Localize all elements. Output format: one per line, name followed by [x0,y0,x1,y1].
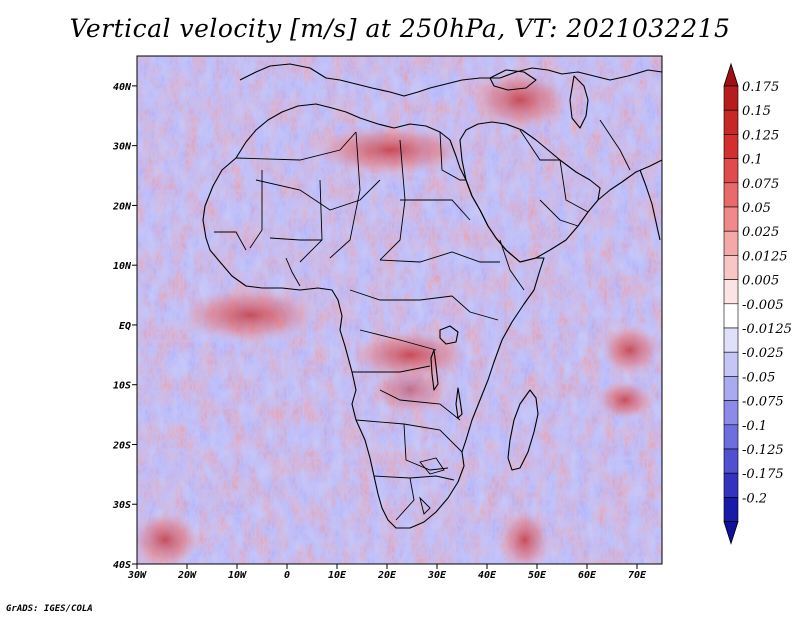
colorbar-swatch [723,327,739,353]
colorbar-swatch [723,400,739,426]
colorbar-swatch [723,376,739,401]
colorbar-label: 0.005 [742,274,779,289]
colorbar-swatch [723,85,739,111]
colorbar: 0.175 0.15 0.125 0.1 0.075 0.05 0.025 0.0125 0.0… [723,62,792,545]
colorbar-swatch [723,279,739,305]
lon-tick-label: 70E [628,570,647,581]
caspian [569,75,589,129]
colorbar-swatch [723,448,739,474]
map-title: Vertical velocity [m/s] at 250hPa, VT: 2… [69,14,731,43]
iran-coast [597,159,662,201]
colorbar-label: 0.05 [742,201,771,216]
colorbar-label: -0.005 [742,298,784,313]
colorbar-label: 0.175 [742,80,779,95]
colorbar-swatch [723,303,739,329]
lat-tick-label: 10S [113,381,131,392]
europe-south [239,63,662,97]
latitude-axis: 40N 30N 20N 10N EQ 10S 20S 30S 40S [112,82,137,571]
lon-tick-label: 20W [177,570,197,581]
colorbar-swatch [723,182,739,208]
colorbar-label: -0.075 [742,395,784,410]
colorbar-label: -0.125 [742,443,784,458]
colorbar-lower-arrow [723,521,739,545]
lat-tick-label: 40S [113,560,131,571]
coastlines [202,63,662,529]
lon-tick-label: 40E [478,570,497,581]
black-sea [489,69,537,91]
country-borders [214,119,631,521]
lon-tick-label: 30E [427,570,447,581]
lat-tick-label: 20N [112,201,132,212]
colorbar-label: -0.175 [742,467,784,482]
colorbar-swatch [723,134,739,159]
colorbar-swatch [723,158,739,184]
plot-frame [136,55,663,565]
colorbar-label: -0.05 [742,370,775,385]
lake-victoria [439,325,459,345]
colorbar-label: 0.125 [742,128,779,143]
lat-tick-label: 20S [112,440,131,451]
lon-tick-label: 0 [284,570,290,581]
velocity-field [137,56,662,564]
colorbar-label: 0.15 [742,104,771,119]
lon-tick-label: 10E [328,570,347,581]
colorbar-swatch [723,472,739,498]
lake-tanganyika [430,349,439,391]
lon-tick-label: 50E [528,570,547,581]
colorbar-upper-arrow [723,62,739,87]
lat-tick-label: 10N [113,261,132,272]
lon-tick-label: 60E [578,570,597,581]
india-west [639,169,661,241]
colorbar-label: -0.0125 [742,322,792,337]
colorbar-label: 0.075 [742,177,779,192]
colorbar-swatch [723,255,739,280]
grads-credit: GrADS: IGES/COLA [6,604,93,614]
colorbar-swatch [723,230,739,256]
colorbar-label: 0.1 [742,153,763,168]
lon-tick-label: 30W [127,570,147,581]
lat-tick-label: 40N [113,82,132,93]
colorbar-swatch [723,109,739,135]
colorbar-swatch [723,497,739,522]
lat-tick-label: 30N [112,142,132,153]
lon-tick-label: 20E [377,570,397,581]
longitude-axis: 30W 20W 10W 0 10E 20E 30E 40E 50E 60E 70E [127,564,647,581]
colorbar-label: -0.1 [742,419,767,434]
africa-coastline [202,103,545,529]
lat-tick-label: EQ [119,321,131,332]
colorbar-swatch [723,424,739,450]
arabia [459,121,601,263]
lon-tick-label: 10W [228,570,247,581]
colorbar-label: 0.0125 [742,249,788,264]
colorbar-label: -0.2 [742,491,767,506]
colorbar-label: -0.025 [742,346,784,361]
colorbar-swatch [723,206,739,232]
colorbar-label: 0.025 [742,225,779,240]
madagascar [507,389,539,471]
lake-malawi [455,387,463,419]
lat-tick-label: 30S [112,500,131,511]
colorbar-swatch [723,351,739,377]
